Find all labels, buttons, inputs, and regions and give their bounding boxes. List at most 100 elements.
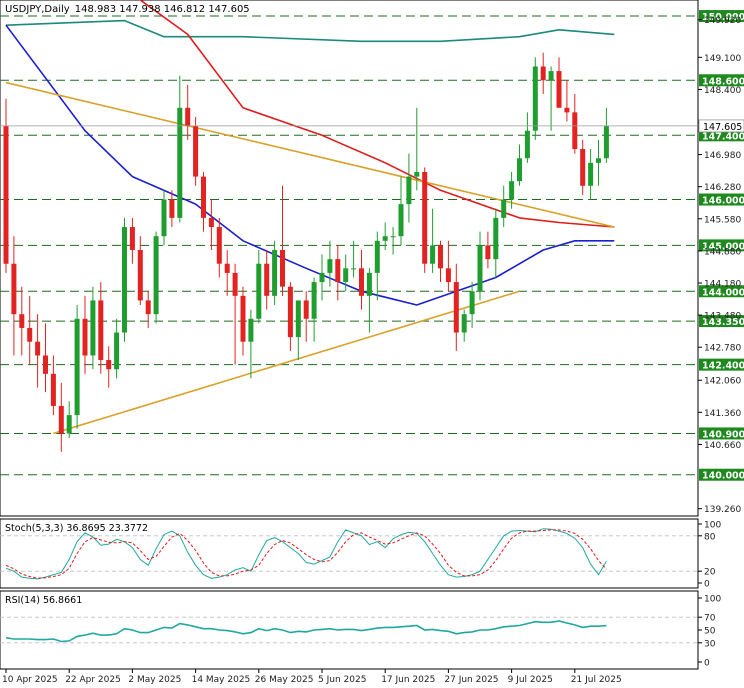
candle-body xyxy=(137,249,143,301)
trendlines xyxy=(5,81,615,435)
price-tick-label: 142.780 xyxy=(704,344,741,354)
candlesticks xyxy=(3,52,609,452)
level-badge xyxy=(699,427,744,440)
candle-body xyxy=(414,172,420,177)
candle-body xyxy=(177,107,183,218)
candle-body xyxy=(216,227,222,264)
candle-body xyxy=(295,300,301,338)
candle-body xyxy=(398,204,404,237)
rsi-series-line xyxy=(5,620,607,643)
candle-body xyxy=(161,199,167,237)
price-tick-label: 139.260 xyxy=(704,505,741,515)
level-label: 145.000 xyxy=(702,241,744,252)
price-tick-label: 145.580 xyxy=(704,215,741,225)
candle-body xyxy=(382,236,388,241)
level-label: 140.000 xyxy=(702,471,744,482)
price-tick-label: 144.180 xyxy=(704,279,741,289)
price-tick-label: 144.880 xyxy=(704,247,741,257)
candle-body xyxy=(3,126,9,264)
candle-body xyxy=(248,318,254,342)
date-tick-label: 9 Jul 2025 xyxy=(508,675,553,685)
candle-body xyxy=(287,286,293,338)
price-tick-label: 148.400 xyxy=(704,86,741,96)
candle-body xyxy=(90,300,96,356)
candle-body xyxy=(366,272,372,296)
candle-body xyxy=(232,272,238,296)
price-tick-label: 146.280 xyxy=(704,183,741,193)
candle-body xyxy=(485,245,491,260)
candle-body xyxy=(145,300,151,315)
level-badge xyxy=(699,193,744,206)
candle-body xyxy=(501,199,507,218)
level-label: 144.000 xyxy=(702,287,744,298)
candle-body xyxy=(193,126,199,177)
chart-symbol: USDJPY,Daily xyxy=(5,4,70,15)
date-tick-label: 21 Jul 2025 xyxy=(571,675,622,685)
candle-body xyxy=(461,314,467,333)
stoch-tick-label: 0 xyxy=(704,580,710,590)
price-tick-label: 149.920 xyxy=(704,16,741,26)
level-badge xyxy=(699,239,744,252)
candle-body xyxy=(201,176,206,218)
candle-body xyxy=(129,227,135,250)
rsi-tick-label: 50 xyxy=(704,627,716,637)
candle-body xyxy=(588,162,594,186)
level-badge xyxy=(699,74,744,87)
price-axis: 150.000 148.600 147.400 146.000 145.000 144.0… xyxy=(698,10,744,515)
date-tick-label: 5 Jun 2025 xyxy=(318,675,366,685)
candle-body xyxy=(343,268,349,283)
trendline xyxy=(53,290,520,435)
candle-body xyxy=(122,227,127,333)
level-badge xyxy=(699,358,744,371)
candle-body xyxy=(477,245,483,292)
candle-body xyxy=(406,176,412,205)
candle-body xyxy=(50,373,56,406)
candle-body xyxy=(540,66,546,81)
stochastic-pane-frame xyxy=(0,518,699,589)
candle-body xyxy=(185,107,191,127)
level-label: 146.000 xyxy=(702,196,744,207)
level-badge xyxy=(699,285,744,298)
level-badge xyxy=(699,129,744,142)
date-tick-label: 26 May 2025 xyxy=(255,675,314,685)
rsi-pane[interactable]: RSI(14) 56.8661 xyxy=(0,590,699,670)
candle-body xyxy=(98,300,104,361)
stoch-tick-label: 100 xyxy=(704,521,721,531)
price-pane[interactable]: USDJPY,Daily 148.983 147.938 146.812 147.… xyxy=(0,0,699,517)
candle-body xyxy=(493,217,499,260)
ma-slow-line xyxy=(5,19,615,43)
price-tick-label: 143.480 xyxy=(704,312,741,322)
candle-body xyxy=(66,415,72,434)
candle-body xyxy=(82,318,88,356)
stochastic-pane[interactable]: Stoch(5,3,3) 36.8695 23.3772 xyxy=(0,518,699,589)
candle-body xyxy=(327,259,333,273)
price-tick-label: 149.100 xyxy=(704,54,741,64)
date-tick-label: 27 Jun 2025 xyxy=(444,675,498,685)
candle-body xyxy=(359,268,364,296)
stoch-series-line xyxy=(5,528,607,580)
level-label: 142.400 xyxy=(702,361,744,372)
candle-body xyxy=(27,327,33,342)
price-tick-label: 142.060 xyxy=(704,377,741,387)
candle-body xyxy=(517,158,522,182)
stoch-tick-label: 80 xyxy=(704,532,716,542)
candle-body xyxy=(114,332,120,370)
candle-body xyxy=(469,291,475,315)
candle-body xyxy=(303,300,309,319)
candle-body xyxy=(11,263,17,315)
price-tick-label: 146.980 xyxy=(704,151,741,161)
candle-body xyxy=(374,240,380,273)
candle-body xyxy=(35,341,41,356)
candle-body xyxy=(351,268,357,270)
date-tick-label: 2 May 2025 xyxy=(128,675,181,685)
candle-body xyxy=(19,314,25,328)
candle-body xyxy=(224,263,230,273)
trendline xyxy=(5,81,615,228)
candle-body xyxy=(390,236,396,238)
candle-body xyxy=(596,158,601,163)
rsi-line xyxy=(0,616,698,644)
candle-body xyxy=(43,355,48,374)
candle-body xyxy=(280,249,285,287)
